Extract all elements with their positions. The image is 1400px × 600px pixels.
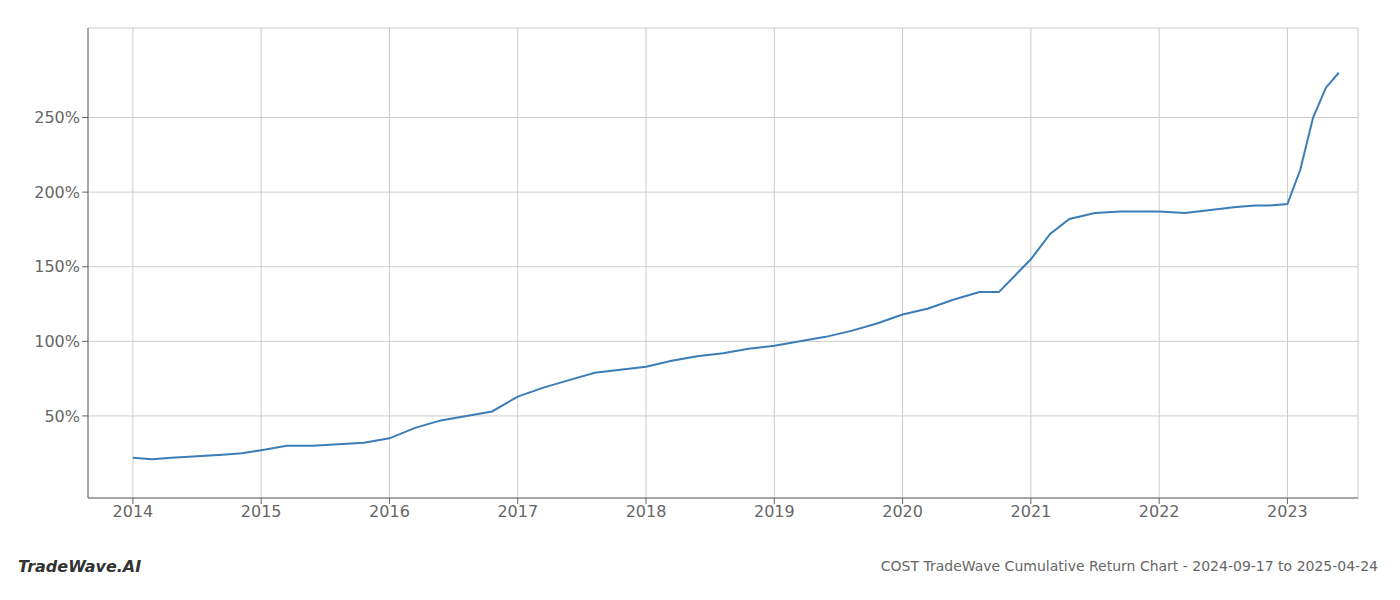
svg-text:100%: 100% (34, 332, 80, 351)
html-text:TradeWave.AI: TradeWave.AI (18, 556, 142, 576)
svg-text:2014: 2014 (113, 502, 154, 521)
svg-text:2022: 2022 (1139, 502, 1180, 521)
svg-text:150%: 150% (34, 257, 80, 276)
svg-text:2017: 2017 (497, 502, 538, 521)
svg-text:2015: 2015 (241, 502, 282, 521)
svg-text:200%: 200% (34, 183, 80, 202)
svg-text:2023: 2023 (1267, 502, 1308, 521)
svg-text:2020: 2020 (882, 502, 923, 521)
svg-text:2019: 2019 (754, 502, 795, 521)
svg-text:250%: 250% (34, 108, 80, 127)
svg-text:2021: 2021 (1011, 502, 1052, 521)
svg-text:50%: 50% (44, 407, 80, 426)
svg-text:2016: 2016 (369, 502, 410, 521)
svg-text:2018: 2018 (626, 502, 667, 521)
html-text:COST TradeWave Cumulative Retu: COST TradeWave Cumulative Return Chart -… (880, 558, 1378, 574)
